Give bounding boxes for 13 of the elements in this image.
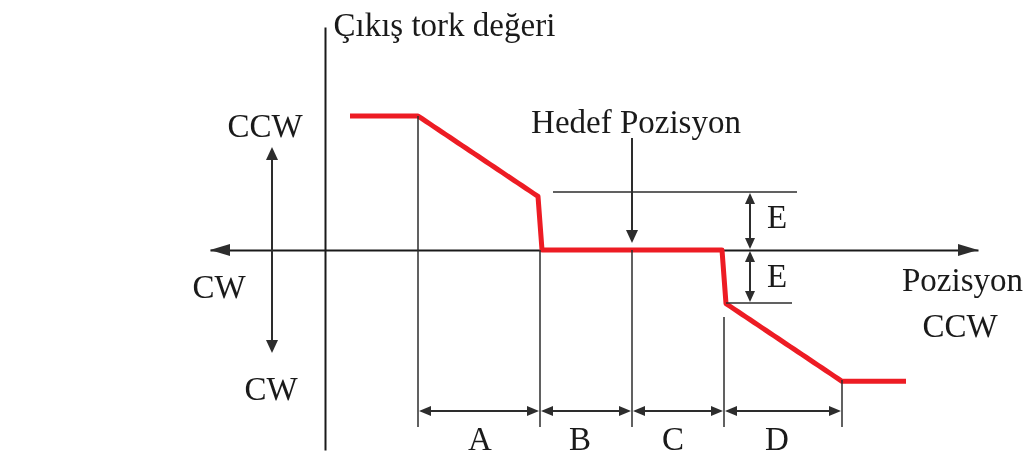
text: D (765, 421, 789, 456)
annotation: Hedef Pozisyon (531, 104, 741, 140)
y-axis-title: Çıkış tork değeri (333, 6, 556, 43)
annotation: CW (192, 269, 247, 305)
annotation: CCW (227, 108, 304, 144)
text: A (468, 421, 493, 456)
annotation: E (766, 258, 788, 294)
text: B (568, 421, 592, 456)
annotation: CW (244, 371, 299, 407)
x-axis-title: Pozisyon (901, 261, 1024, 298)
annotation: CCW (922, 308, 999, 344)
text: C (661, 421, 685, 456)
annotation: E (766, 199, 788, 235)
